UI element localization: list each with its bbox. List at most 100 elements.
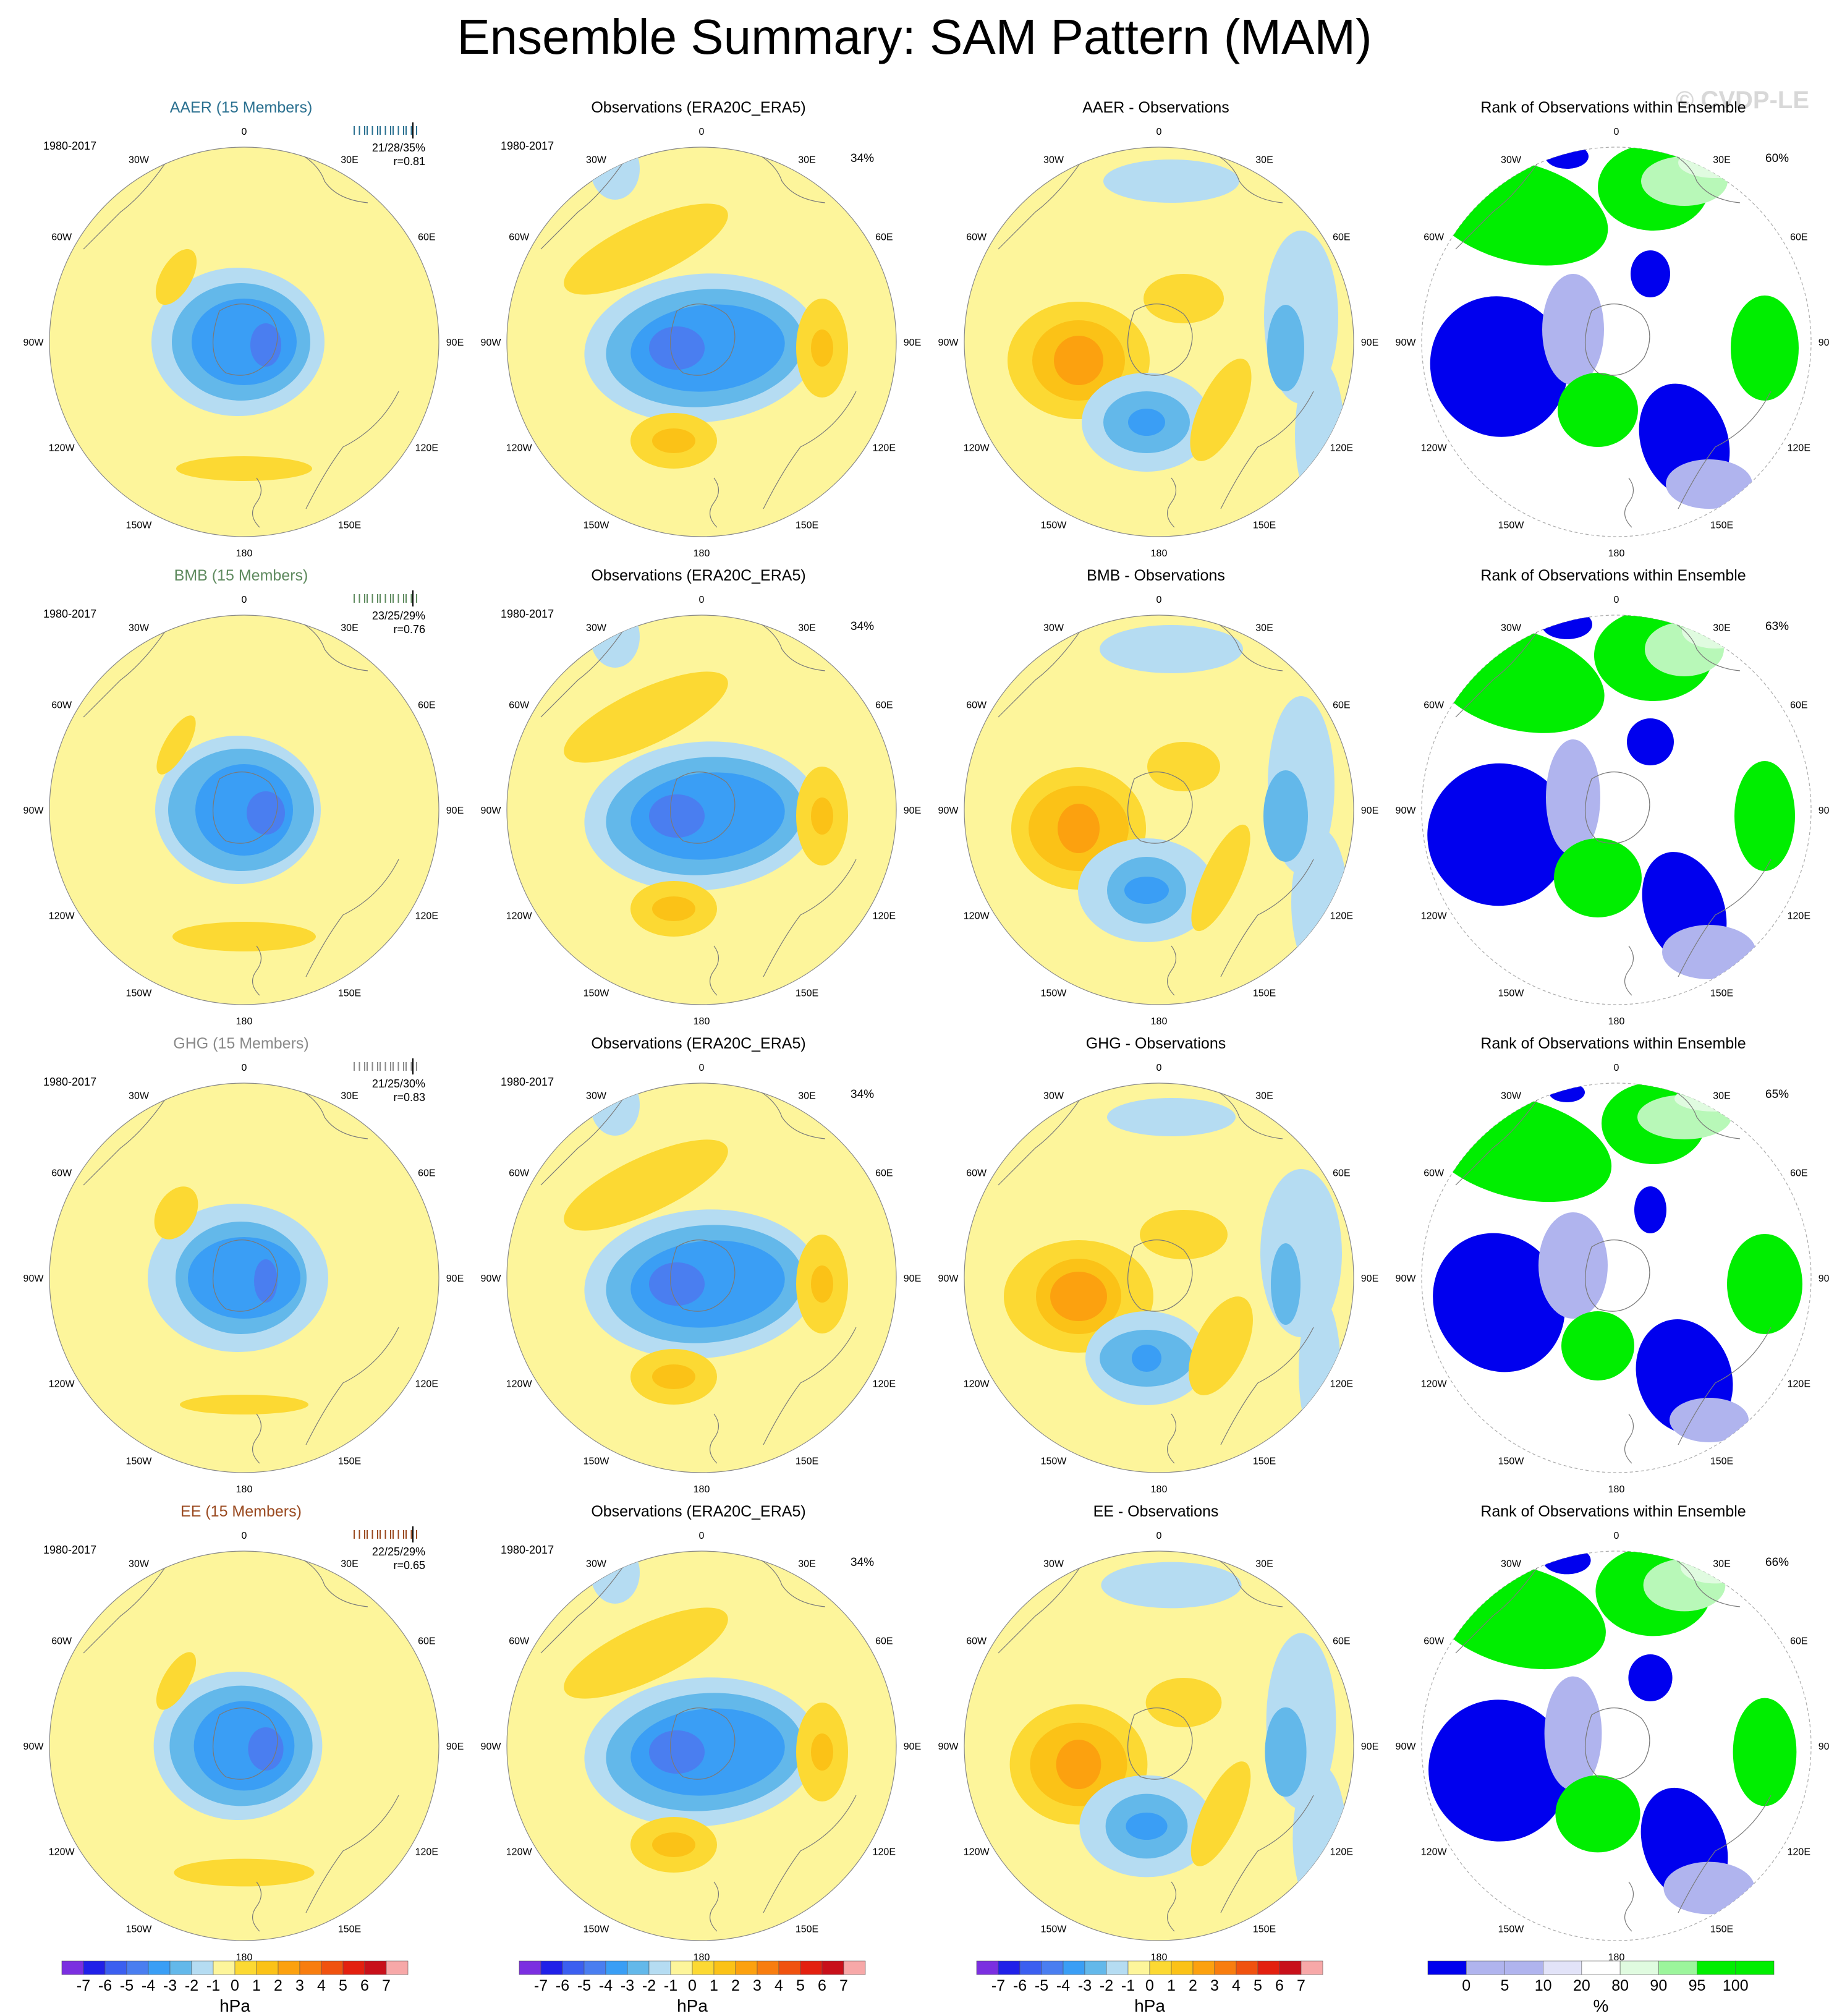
colorbar-tick: 4 [774, 1977, 783, 1994]
africa-coastline [750, 618, 826, 671]
polar-map: 0 30E 60E 90E 120E 150E 180 150W 120W 90W 60W 30W [938, 595, 1379, 1027]
contour-region [1190, 359, 1252, 461]
longitude-label: 150E [1253, 988, 1276, 998]
longitude-label: 0 [242, 1531, 247, 1541]
polar-map: 0 30E 60E 90E 120E 150E 180 150W 120W 90W 60W 30W [481, 127, 922, 559]
longitude-label: 0 [1614, 1063, 1619, 1073]
contour-region [1299, 1296, 1341, 1445]
africa-coastline [1665, 618, 1741, 671]
colorbar-swatch [1084, 1960, 1107, 1975]
colorbar-swatch [364, 1960, 387, 1975]
colorbar-tick: 1 [1167, 1977, 1176, 1994]
longitude-label: 150E [338, 1924, 361, 1934]
colorbar-swatch [1171, 1960, 1194, 1975]
map-panel-model: 0 30E 60E 90E 120E 150E 180 150W 120W 90W 60W 30W EE… [12, 1503, 464, 1979]
contour-region [1058, 804, 1100, 853]
longitude-label: 30E [1713, 1091, 1730, 1102]
colorbar-swatch [713, 1960, 736, 1975]
contour-region [1295, 360, 1344, 509]
longitude-label: 90E [1361, 1742, 1378, 1752]
panel-title: BMB (15 Members) [174, 567, 308, 584]
australia-coastline [1678, 1327, 1772, 1445]
longitude-label: 90E [904, 806, 921, 816]
colorbar-tick: 4 [317, 1977, 326, 1994]
australia-coastline [305, 1327, 399, 1445]
africa-coastline [293, 150, 368, 203]
contour-region [1543, 1551, 1591, 1575]
panel-title: Rank of Observations within Ensemble [1480, 1503, 1746, 1520]
ensemble-stats: 23/25/29% r=0.76 [326, 609, 425, 636]
longitude-label: 150W [126, 520, 153, 530]
antarctica-coastline [1585, 304, 1650, 376]
longitude-label: 150E [1253, 1456, 1276, 1466]
contour-region [564, 1139, 728, 1231]
colorbar-tick: -4 [142, 1977, 155, 1994]
australia-coastline [1220, 859, 1314, 977]
colorbar-tick: 4 [1232, 1977, 1241, 1994]
south-america-coastline [540, 624, 628, 718]
colorbar-tick: 7 [1297, 1977, 1305, 1994]
australia-coastline [1678, 391, 1772, 509]
contour-region [630, 772, 785, 860]
longitude-label: 30W [586, 1091, 607, 1102]
south-america-coastline [83, 624, 171, 718]
longitude-label: 150W [1498, 1924, 1525, 1934]
australia-coastline [1220, 1327, 1314, 1445]
south-america-coastline [1455, 1560, 1543, 1654]
longitude-label: 150W [583, 1456, 610, 1466]
colorbar-swatch [1279, 1960, 1302, 1975]
colorbar-swatch [1063, 1960, 1085, 1975]
longitude-label: 0 [1614, 1531, 1619, 1541]
period-label: 1980-2017 [43, 608, 97, 620]
map-panel-rank: 0 30E 60E 90E 120E 150E 180 150W 120W 90W 60W 30W Ra… [1385, 567, 1829, 1043]
polar-map: 0 30E 60E 90E 120E 150E 180 150W 120W 90W 60W 30W [938, 127, 1379, 559]
colorbar-tick: 3 [295, 1977, 304, 1994]
south-america-coastline [998, 1092, 1085, 1186]
colorbar-tick: -6 [98, 1977, 112, 1994]
africa-coastline [293, 1554, 368, 1607]
colorbar-swatch [191, 1960, 214, 1975]
variance-range: 22/25/29% [371, 1546, 425, 1558]
longitude-label: 30W [1043, 1091, 1064, 1102]
colorbar-swatch [821, 1960, 844, 1975]
longitude-label: 120E [1330, 443, 1353, 454]
longitude-label: 120W [1421, 911, 1448, 922]
panel-title: Observations (ERA20C_ERA5) [591, 567, 806, 584]
contour-region [564, 203, 728, 295]
colorbar-tick: 1 [710, 1977, 718, 1994]
colorbar-swatch [843, 1960, 866, 1975]
longitude-label: 150W [583, 988, 610, 998]
watermark: © CVDP-LE [1675, 87, 1809, 114]
longitude-label: 30E [1713, 155, 1730, 166]
south-america-coastline [540, 1560, 628, 1654]
contour-fills [540, 147, 857, 528]
longitude-label: 30E [1255, 155, 1273, 166]
longitude-label: 60E [1333, 232, 1350, 243]
antarctica-coastline [1585, 1240, 1650, 1312]
africa-coastline [1208, 618, 1283, 671]
polar-map: 0 30E 60E 90E 120E 150E 180 150W 120W 90W 60W 30W [481, 595, 922, 1027]
longitude-label: 60E [1790, 700, 1807, 711]
colorbar-swatch [1214, 1960, 1237, 1975]
longitude-label: 120E [415, 911, 438, 922]
longitude-label: 30E [1713, 1559, 1730, 1570]
longitude-label: 90E [904, 1742, 921, 1752]
contour-fills [83, 618, 399, 996]
longitude-label: 30W [1043, 1559, 1064, 1570]
panel-title: Observations (ERA20C_ERA5) [591, 99, 806, 116]
contour-region [1734, 761, 1795, 871]
contour-region [1628, 1654, 1673, 1701]
contour-region [652, 1832, 695, 1857]
south-america-coastline [998, 1560, 1085, 1654]
antarctica-coastline [1127, 1240, 1193, 1312]
colorbar-tick: 10 [1535, 1977, 1552, 1994]
contour-region [1561, 1311, 1634, 1380]
contour-region [1549, 1083, 1585, 1102]
antarctica-coastline [670, 1240, 736, 1312]
colorbar-swatch [1658, 1960, 1697, 1975]
variance-range: 21/28/35% [371, 142, 425, 154]
longitude-label: 150W [126, 1924, 153, 1934]
longitude-label: 30W [1043, 623, 1064, 634]
south-america-coastline [1455, 624, 1543, 718]
new-zealand-coastline [710, 1881, 719, 1932]
